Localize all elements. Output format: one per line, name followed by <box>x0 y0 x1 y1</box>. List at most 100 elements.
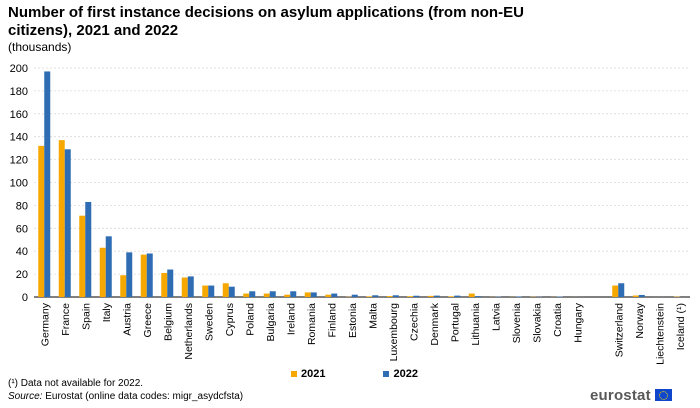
x-tick-label: Hungary <box>572 302 584 342</box>
bar-2022 <box>515 296 522 297</box>
bar-2021 <box>386 296 393 297</box>
legend-label-2021: 2021 <box>301 368 326 380</box>
bar-2022 <box>64 149 71 297</box>
y-axis: 0 20 40 60 80 100 120 140 160 180 200 <box>10 63 28 304</box>
x-tick-label: Liechtenstein <box>654 303 666 365</box>
y-tick-label: 0 <box>22 292 28 304</box>
y-tick-label: 80 <box>16 200 28 212</box>
y-tick-label: 140 <box>10 132 28 144</box>
bar-2022 <box>105 236 112 297</box>
bar-2021 <box>284 294 291 297</box>
bar-2022 <box>44 71 51 297</box>
bar-2022 <box>310 292 317 297</box>
x-tick-label: Netherlands <box>183 303 195 360</box>
x-tick-label: Latvia <box>490 303 502 331</box>
bar-2021 <box>161 272 168 297</box>
bars <box>38 71 680 297</box>
x-axis: Germany France Spain Italy Austria Greece Belg… <box>39 302 687 365</box>
bar-2021 <box>448 296 455 297</box>
x-tick-label: Malta <box>367 303 379 329</box>
bar-2022 <box>638 294 645 297</box>
x-tick-label: Slovenia <box>511 303 523 343</box>
bar-2021 <box>243 293 250 297</box>
bar-2021 <box>304 292 311 297</box>
x-tick-label: Slovakia <box>531 303 543 343</box>
legend-label-2022: 2022 <box>393 368 418 380</box>
bar-2021 <box>38 145 45 297</box>
eu-flag-icon <box>654 389 672 401</box>
bar-2022 <box>474 296 481 297</box>
bar-2022 <box>249 291 256 297</box>
legend: 2021 2022 <box>291 367 476 381</box>
bar-2021 <box>202 285 209 297</box>
bar-2021 <box>366 296 373 297</box>
x-tick-label: Denmark <box>429 302 441 345</box>
y-tick-label: 120 <box>10 155 28 167</box>
x-tick-label: Norway <box>634 302 646 338</box>
x-tick-label: Luxembourg <box>388 303 400 362</box>
x-tick-label: Germany <box>39 302 51 346</box>
y-tick-label: 60 <box>16 223 28 235</box>
bar-2021 <box>58 140 65 297</box>
x-tick-label: Czechia <box>408 303 420 341</box>
y-tick-label: 40 <box>16 246 28 258</box>
bar-2021 <box>120 275 127 297</box>
y-tick-label: 180 <box>10 86 28 98</box>
bar-2021 <box>140 254 147 297</box>
bar-2022 <box>187 276 194 297</box>
x-tick-label: Finland <box>326 303 338 338</box>
eurostat-logo: eurostat <box>590 386 672 404</box>
source-text: Eurostat (online data codes: migr_asydcf… <box>42 391 244 402</box>
x-tick-label: Portugal <box>449 303 461 342</box>
bar-2022 <box>290 291 297 297</box>
x-tick-label: Poland <box>244 303 256 336</box>
x-tick-label: Bulgaria <box>265 303 277 342</box>
bar-2022 <box>126 252 133 297</box>
source-label: Source: <box>8 391 43 402</box>
bar-2021 <box>79 215 86 297</box>
legend-swatch-2022 <box>383 371 390 377</box>
x-tick-label: Sweden <box>203 303 215 341</box>
x-tick-label: Italy <box>101 302 113 322</box>
bar-2022 <box>146 253 153 297</box>
chart-subtitle: (thousands) <box>8 40 72 54</box>
bar-2022 <box>167 269 174 297</box>
chart-title: Number of first instance decisions on as… <box>8 4 524 39</box>
bar-2021 <box>427 295 434 297</box>
x-tick-label: Ireland <box>285 303 297 335</box>
bar-2021 <box>325 294 332 297</box>
x-tick-label: Estonia <box>347 303 359 338</box>
x-tick-label: Romania <box>306 303 318 345</box>
y-tick-label: 200 <box>10 63 28 75</box>
bar-2022 <box>228 286 235 297</box>
logo-text: eurostat <box>590 386 651 404</box>
x-tick-label: Iceland (¹) <box>675 303 687 350</box>
bar-2021 <box>263 293 270 297</box>
bar-2022 <box>618 283 625 297</box>
y-tick-label: 160 <box>10 109 28 121</box>
bar-2021 <box>99 247 106 297</box>
bar-2021 <box>222 283 229 297</box>
x-tick-label: Lithuania <box>470 303 482 346</box>
bar-2022 <box>433 295 440 297</box>
bar-2022 <box>269 291 276 297</box>
y-tick-label: 20 <box>16 269 28 281</box>
bar-2022 <box>85 201 92 297</box>
bar-2021 <box>468 293 475 297</box>
bar-2021 <box>632 295 639 297</box>
bar-2022 <box>454 295 461 297</box>
footnote: (¹) Data not available for 2022. <box>8 378 144 389</box>
x-tick-label: Cyprus <box>224 303 236 336</box>
x-tick-label: Belgium <box>162 303 174 341</box>
gridlines <box>34 67 690 298</box>
bar-2021 <box>612 285 619 297</box>
bar-2021 <box>407 296 414 297</box>
bar-2022 <box>331 293 338 297</box>
x-tick-label: France <box>60 303 72 336</box>
bar-2022 <box>413 295 420 297</box>
bar-2022 <box>392 295 399 297</box>
x-tick-label: Spain <box>80 303 92 330</box>
legend-item-2021: 2021 <box>291 368 325 380</box>
legend-item-2022: 2022 <box>383 368 418 380</box>
x-tick-label: Greece <box>142 303 154 338</box>
